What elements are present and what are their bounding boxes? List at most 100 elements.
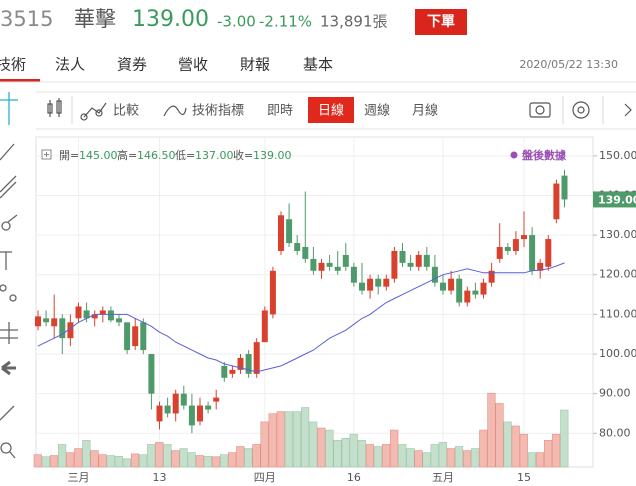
tool-zoom[interactable] — [9, 451, 16, 459]
volume-bar — [98, 454, 107, 468]
volume-bar — [260, 421, 269, 468]
tool-fib[interactable] — [1, 221, 11, 231]
camera-icon[interactable] — [529, 102, 551, 118]
after-hours-label: 盤後數據 — [521, 148, 567, 162]
volume-bars — [33, 392, 569, 468]
candle-body — [116, 318, 122, 323]
candle-body — [286, 219, 293, 244]
volume-bar — [446, 448, 456, 468]
candle-body — [197, 405, 203, 422]
x-tick-label: 16 — [347, 471, 361, 484]
volume-bar — [511, 425, 520, 468]
toolbar-item[interactable]: 比較 — [113, 104, 139, 119]
toolbar-item[interactable]: 週線 — [364, 103, 390, 119]
tab[interactable]: 法人 — [55, 56, 85, 74]
indicator-icon[interactable] — [163, 105, 187, 117]
timestamp: 2020/05/22 13:30 — [519, 58, 618, 71]
tab[interactable]: 財報 — [240, 56, 270, 74]
candle-body — [415, 254, 422, 267]
tab[interactable]: 資券 — [117, 56, 147, 74]
ohlc-legend: 開= 145.00 高= 146.50 低= 137.00 收= 139.00 — [59, 148, 292, 162]
compare-icon[interactable] — [83, 102, 107, 118]
tool-channel[interactable] — [0, 181, 17, 199]
volume-bar — [535, 452, 545, 468]
volume-bar — [114, 456, 123, 468]
compare-icon[interactable] — [95, 109, 103, 117]
toolbar-item[interactable]: 月線 — [412, 103, 438, 119]
candle-body — [43, 318, 50, 323]
volume-bar — [187, 452, 196, 468]
candle-body — [367, 278, 374, 291]
volume-bar — [139, 454, 148, 468]
legend-value: 137.00 — [195, 149, 234, 162]
tool-fib[interactable] — [7, 214, 18, 223]
toolbar-item[interactable]: 技術指標 — [192, 104, 244, 119]
tab[interactable]: 營收 — [178, 56, 208, 74]
volume-bar — [341, 437, 350, 468]
settings-icon[interactable] — [572, 101, 590, 119]
volume-bar — [33, 454, 42, 468]
candle-body — [294, 243, 301, 251]
volume-bar — [74, 448, 83, 468]
volume-bar — [398, 444, 407, 468]
more-icon[interactable] — [624, 103, 632, 117]
candle-body — [334, 266, 341, 271]
tool-back[interactable] — [1, 360, 16, 376]
candle-body — [350, 266, 357, 283]
volume-bar — [479, 429, 488, 468]
after-hours-dot — [510, 151, 518, 159]
volume-bar — [57, 444, 67, 468]
tool-ruler[interactable] — [0, 405, 15, 421]
toolbar-item[interactable]: 即時 — [267, 104, 293, 119]
candle-body — [310, 258, 317, 271]
toolbar-item[interactable]: 日線 — [318, 103, 344, 119]
y-tick-label: 110.00 — [599, 307, 636, 320]
tool-line[interactable] — [0, 143, 15, 161]
candle-body — [35, 316, 41, 327]
volume-bar — [422, 452, 431, 468]
tool-channel[interactable] — [0, 175, 17, 193]
price-change: -3.00 — [217, 13, 256, 31]
legend-toggle[interactable] — [41, 149, 52, 160]
candle-body — [529, 235, 536, 271]
candle-body — [440, 282, 446, 291]
candle-body — [423, 254, 430, 267]
settings-icon[interactable] — [577, 106, 585, 114]
volume-bar — [454, 446, 464, 468]
order-button[interactable] — [415, 9, 467, 35]
legend-value: 146.50 — [137, 149, 176, 162]
tool-pattern[interactable] — [9, 294, 17, 302]
volume-bar — [471, 448, 480, 468]
volume-bar — [90, 450, 99, 468]
x-tick-label: 五月 — [432, 471, 454, 484]
candle-body — [496, 247, 503, 259]
volume-bar — [462, 450, 472, 468]
volume-bar — [244, 448, 253, 468]
tab[interactable]: 技術 — [0, 56, 26, 74]
legend-value: 145.00 — [79, 149, 118, 162]
candle-body — [302, 247, 309, 259]
volume-bar — [106, 455, 115, 468]
volume-bar — [163, 444, 172, 468]
candle-body — [172, 393, 179, 414]
candle-body — [164, 405, 171, 414]
camera-icon[interactable] — [535, 105, 545, 115]
volume-bar — [406, 448, 415, 468]
trade-volume: 13,891張 — [320, 13, 388, 31]
tab[interactable]: 基本 — [303, 56, 333, 74]
tool-zoom[interactable] — [0, 442, 12, 454]
order-button-label[interactable]: 下單 — [427, 14, 455, 30]
tool-pattern[interactable] — [0, 284, 7, 292]
moving-average — [37, 262, 565, 373]
volume-bar — [130, 453, 140, 468]
active-interval[interactable] — [308, 97, 354, 123]
stock-name: 華擊 — [74, 7, 116, 31]
candle-body — [91, 314, 98, 319]
volume-bar — [268, 413, 277, 468]
candle-body — [359, 282, 365, 291]
candle-body — [180, 393, 187, 406]
volume-bar — [503, 421, 512, 468]
compare-icon[interactable] — [80, 113, 88, 121]
candle-body — [124, 322, 131, 351]
candle-body — [480, 282, 487, 295]
